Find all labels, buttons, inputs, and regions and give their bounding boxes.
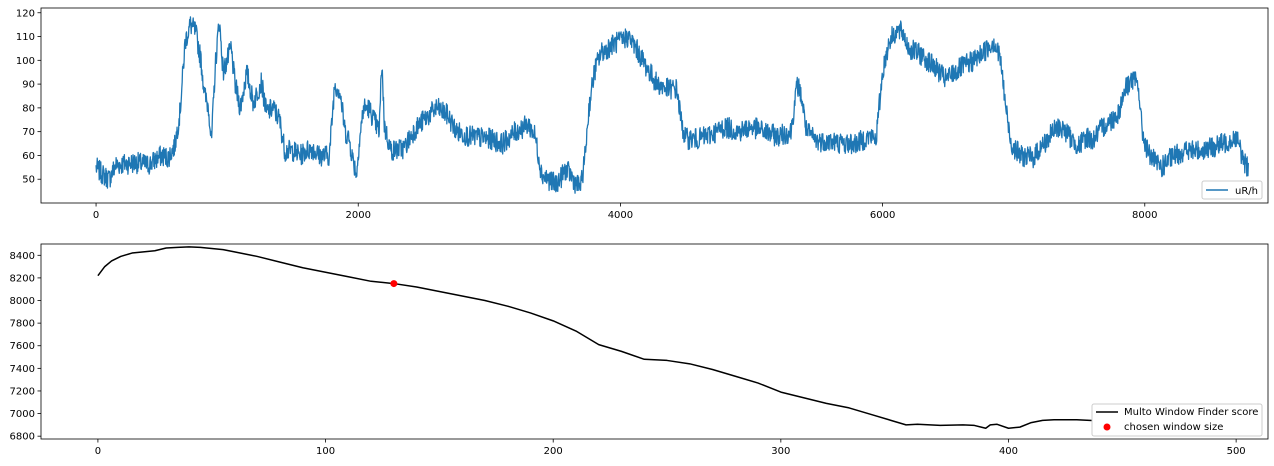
bottom-x-tick-label: 100 <box>316 446 335 457</box>
bottom-legend-box <box>1091 403 1263 437</box>
bottom-axes: 0 100 200 300 400 500 6800 7000 7200 7400 7600 780… <box>10 243 1269 457</box>
top-series-layer <box>95 16 1249 194</box>
top-x-tick-label: 2000 <box>346 210 371 221</box>
bottom-y-tick-label: 7400 <box>10 364 35 375</box>
bottom-chosen-point <box>390 280 398 288</box>
top-series-line <box>95 16 1249 194</box>
top-legend: uR/h <box>1201 180 1263 200</box>
bottom-y-tick-label: 8400 <box>10 251 35 262</box>
top-y-tick-label: 70 <box>22 127 35 138</box>
top-x-tick-label: 8000 <box>1132 210 1157 221</box>
top-x-tick-label: 6000 <box>870 210 895 221</box>
bottom-y-tick-label: 7600 <box>10 341 35 352</box>
top-axes: 0 2000 4000 6000 8000 50 60 70 80 90 100 110 120 uR… <box>16 7 1269 221</box>
top-y-tick-label: 50 <box>22 175 35 186</box>
bottom-x-ticks: 0 100 200 300 400 500 <box>95 439 1246 457</box>
bottom-y-tick-label: 7200 <box>10 386 35 397</box>
top-x-ticks: 0 2000 4000 6000 8000 <box>93 203 1158 221</box>
bottom-y-ticks: 6800 7000 7200 7400 7600 7800 8000 8200 8400 <box>10 251 41 443</box>
bottom-x-tick-label: 200 <box>544 446 563 457</box>
bottom-x-tick-label: 500 <box>1227 446 1246 457</box>
top-y-tick-label: 60 <box>22 151 35 162</box>
top-y-tick-label: 100 <box>16 56 35 67</box>
top-y-tick-label: 90 <box>22 80 35 91</box>
top-legend-label: uR/h <box>1235 186 1258 197</box>
bottom-x-tick-label: 400 <box>999 446 1018 457</box>
top-x-tick-label: 0 <box>93 210 99 221</box>
bottom-y-tick-label: 8200 <box>10 273 35 284</box>
bottom-y-tick-label: 8000 <box>10 296 35 307</box>
bottom-legend-label-chosen: chosen window size <box>1124 422 1223 433</box>
top-y-tick-label: 80 <box>22 103 35 114</box>
bottom-score-line <box>97 246 1191 430</box>
bottom-legend: Multo Window Finder score chosen window … <box>1091 403 1263 437</box>
top-y-tick-label: 110 <box>16 32 35 43</box>
bottom-legend-marker-swatch <box>1103 423 1111 431</box>
bottom-series-layer <box>97 246 1191 430</box>
bottom-x-tick-label: 300 <box>771 446 790 457</box>
bottom-y-tick-label: 7800 <box>10 319 35 330</box>
bottom-axes-frame <box>40 243 1269 440</box>
top-legend-box <box>1201 180 1263 200</box>
top-y-tick-label: 120 <box>16 8 35 19</box>
top-axes-frame <box>40 7 1269 204</box>
top-y-ticks: 50 60 70 80 90 100 110 120 <box>16 8 41 186</box>
bottom-y-tick-label: 7000 <box>10 409 35 420</box>
bottom-x-tick-label: 0 <box>95 446 101 457</box>
bottom-y-tick-label: 6800 <box>10 432 35 443</box>
top-x-tick-label: 4000 <box>608 210 633 221</box>
bottom-legend-label-score: Multo Window Finder score <box>1124 407 1258 418</box>
